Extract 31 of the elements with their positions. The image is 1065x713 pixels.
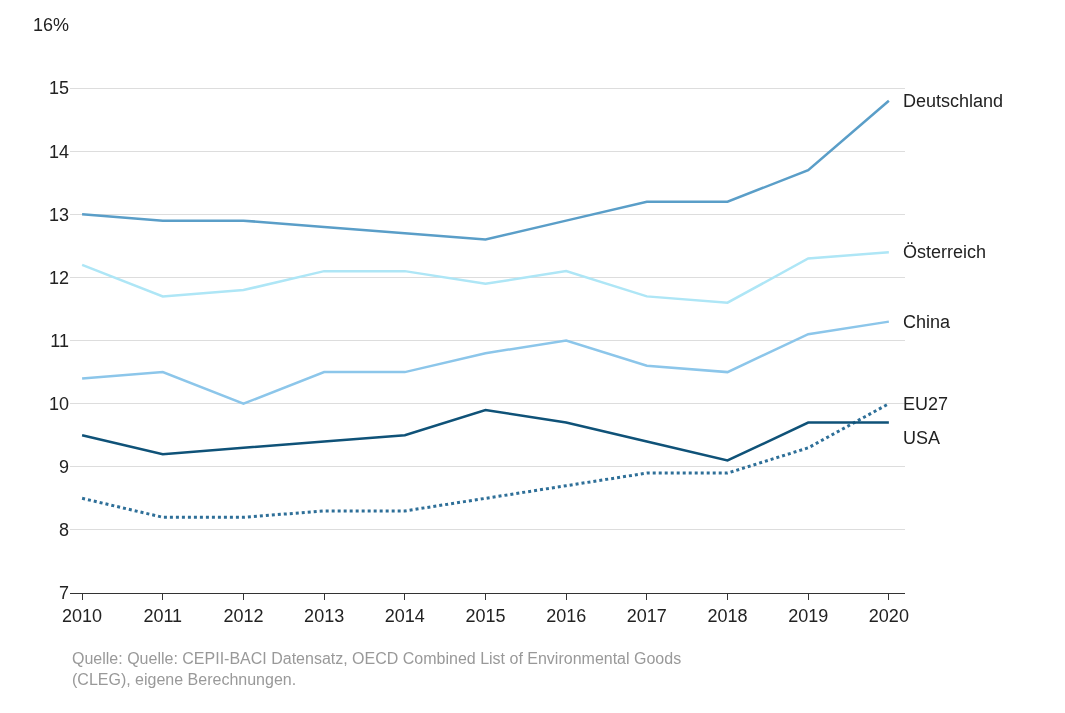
- y-tick-label: 14: [48, 141, 69, 162]
- line-series: [80, 250, 891, 304]
- x-tick-label: 2013: [304, 605, 345, 626]
- x-tick-label: 2018: [707, 605, 748, 626]
- y-tick-label: 13: [48, 204, 69, 225]
- series-label: Deutschland: [903, 91, 1004, 111]
- y-tick-label: 10: [48, 393, 69, 414]
- x-tick-label: 2016: [546, 605, 587, 626]
- x-tick-label: 2014: [384, 605, 425, 626]
- x-tick-label: 2011: [143, 605, 183, 626]
- series-label: USA: [903, 428, 941, 448]
- x-tick-label: 2020: [868, 605, 909, 626]
- y-tick-label: 9: [58, 457, 69, 478]
- x-tick-label: 2019: [788, 605, 829, 626]
- x-tick-label: 2017: [626, 605, 667, 626]
- y-tick-label: 7: [58, 583, 69, 604]
- x-tick-label: 2010: [62, 605, 103, 626]
- series-label: EU27: [903, 394, 949, 414]
- y-tick-label: 11: [50, 330, 69, 351]
- series-label: China: [903, 312, 952, 332]
- line-series: [80, 408, 891, 462]
- line-series: [80, 320, 891, 405]
- y-tick-label: 12: [48, 267, 69, 288]
- x-tick-label: 2015: [465, 605, 506, 626]
- x-tick-label: 2012: [223, 605, 264, 626]
- y-tick-label: 8: [58, 520, 69, 541]
- y-tick-label: 16%: [32, 15, 69, 36]
- line-series: [80, 99, 891, 241]
- y-tick-label: 15: [48, 78, 69, 99]
- series-label: Österreich: [903, 242, 987, 262]
- source-note: Quelle: Quelle: CEPII-BACI Datensatz, OECD Combined List of Environmental Goods (CLEG), eigene Berechnungen.: [72, 650, 682, 688]
